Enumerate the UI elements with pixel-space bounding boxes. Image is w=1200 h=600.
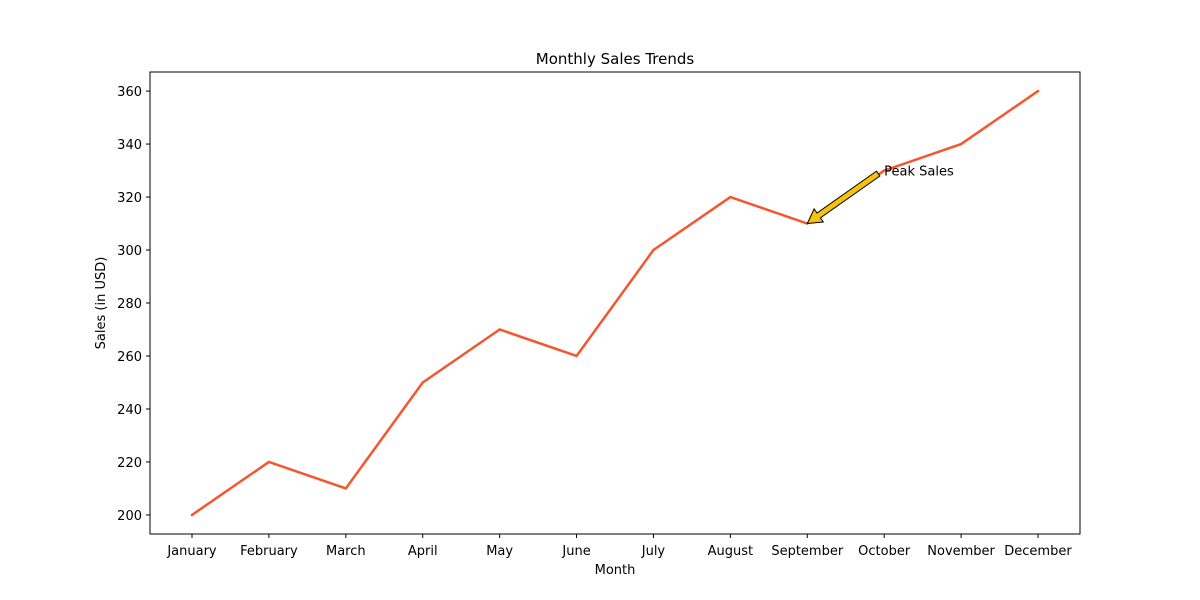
chart-title: Monthly Sales Trends xyxy=(536,50,695,68)
series-layer xyxy=(190,89,1040,517)
annotation-label: Peak Sales xyxy=(884,165,954,180)
plot-frame xyxy=(149,71,1081,535)
x-tick-label: February xyxy=(240,544,298,559)
y-tick-label: 220 xyxy=(117,456,142,471)
data-point xyxy=(344,487,348,490)
x-tick-label: July xyxy=(641,544,666,559)
y-axis-label: Sales (in USD) xyxy=(94,257,109,350)
annotation-arrow xyxy=(806,170,881,225)
data-point xyxy=(498,328,501,331)
x-axis-label: Month xyxy=(595,563,636,578)
data-point xyxy=(729,195,732,199)
x-tick-label: September xyxy=(771,544,844,559)
data-point xyxy=(652,248,655,252)
x-tick-label: December xyxy=(1004,544,1072,559)
data-point xyxy=(190,513,194,517)
x-tick-label: May xyxy=(486,544,513,559)
axis-ticks: January February March April May June July Augu… xyxy=(117,85,1072,559)
y-tick-label: 300 xyxy=(117,244,142,259)
series-line xyxy=(190,89,1040,517)
data-point xyxy=(267,460,271,464)
annotation-layer: Peak Sales xyxy=(806,165,954,225)
x-tick-label: October xyxy=(858,544,911,559)
x-tick-label: November xyxy=(927,544,995,559)
y-tick-label: 280 xyxy=(117,297,142,312)
y-tick-label: 360 xyxy=(117,85,142,100)
y-tick-label: 340 xyxy=(117,138,142,153)
y-tick-label: 240 xyxy=(117,403,142,418)
data-point xyxy=(882,169,886,172)
x-tick-label: June xyxy=(561,544,590,559)
data-point xyxy=(575,354,578,358)
x-tick-label: April xyxy=(408,544,438,559)
x-tick-label: March xyxy=(326,544,366,559)
data-point xyxy=(959,142,963,146)
y-tick-label: 200 xyxy=(117,509,142,524)
y-tick-label: 320 xyxy=(117,191,142,206)
x-tick-label: January xyxy=(166,544,217,559)
y-tick-label: 260 xyxy=(117,350,142,365)
data-point xyxy=(421,381,424,384)
x-tick-label: August xyxy=(708,544,754,559)
data-point xyxy=(1036,89,1040,93)
